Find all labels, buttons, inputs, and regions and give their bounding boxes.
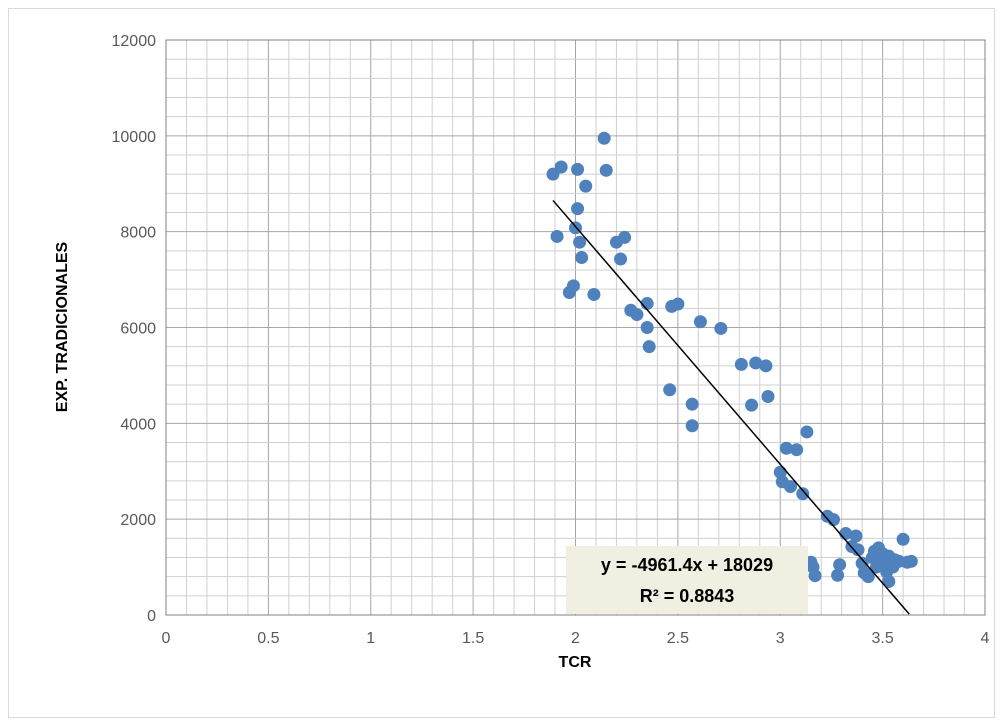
x-tick-label: 2 bbox=[571, 630, 580, 647]
data-point bbox=[685, 419, 699, 433]
data-point bbox=[571, 202, 585, 216]
data-point bbox=[587, 287, 601, 301]
data-point bbox=[800, 425, 814, 439]
x-tick-label: 3 bbox=[776, 630, 785, 647]
data-point bbox=[573, 235, 587, 249]
data-point bbox=[571, 162, 585, 176]
trendline-equation: y = -4961.4x + 18029 bbox=[601, 555, 773, 575]
data-point bbox=[749, 356, 763, 370]
data-point bbox=[904, 554, 918, 568]
data-point bbox=[808, 569, 822, 583]
y-tick-label: 12000 bbox=[112, 33, 157, 50]
data-point bbox=[783, 480, 797, 494]
data-point bbox=[761, 390, 775, 403]
data-point bbox=[745, 398, 759, 412]
x-tick-label: 1.5 bbox=[462, 630, 484, 647]
plot-area-border bbox=[165, 39, 986, 616]
y-tick-label: 10000 bbox=[112, 129, 157, 146]
data-point bbox=[851, 543, 865, 557]
data-point bbox=[831, 568, 845, 582]
data-point bbox=[693, 315, 707, 329]
data-points bbox=[546, 131, 918, 588]
data-point bbox=[597, 131, 611, 145]
x-tick-label: 0 bbox=[162, 630, 171, 647]
data-point bbox=[618, 230, 632, 244]
data-point bbox=[869, 560, 883, 574]
data-point bbox=[554, 160, 568, 174]
data-point bbox=[861, 570, 875, 584]
trendline bbox=[552, 199, 910, 615]
trendline-r-squared: R² = 0.8843 bbox=[640, 586, 735, 606]
data-point bbox=[779, 441, 793, 455]
data-point bbox=[575, 251, 589, 265]
x-tick-label: 4 bbox=[981, 630, 990, 647]
data-point bbox=[826, 513, 840, 527]
data-point bbox=[550, 229, 564, 243]
data-point bbox=[714, 321, 728, 335]
x-tick-label: 1 bbox=[366, 630, 375, 647]
trendline-label: y = -4961.4x + 18029 R² = 0.8843 bbox=[566, 546, 808, 614]
data-point bbox=[630, 308, 644, 322]
data-point bbox=[884, 556, 898, 570]
y-tick-label: 2000 bbox=[120, 512, 156, 529]
data-point bbox=[671, 297, 685, 311]
data-point bbox=[882, 574, 896, 588]
y-tick-label: 8000 bbox=[120, 225, 156, 242]
y-tick-label: 6000 bbox=[120, 321, 156, 338]
data-point bbox=[614, 252, 628, 266]
data-point bbox=[796, 487, 810, 501]
data-point bbox=[642, 340, 656, 354]
data-point bbox=[833, 558, 847, 572]
tick-labels: 0 0.5 1 1.5 2 2.5 3 3.5 4 0 2000 4000 6000 8000 10000 1… bbox=[112, 33, 990, 647]
chart-frame bbox=[8, 8, 995, 718]
trendline-label-box bbox=[566, 546, 808, 614]
data-point bbox=[759, 359, 773, 373]
x-tick-label: 0.5 bbox=[257, 630, 279, 647]
x-tick-label: 2.5 bbox=[667, 630, 689, 647]
data-point bbox=[599, 163, 613, 177]
data-point bbox=[663, 383, 677, 397]
y-tick-label: 0 bbox=[147, 608, 156, 625]
gridlines bbox=[165, 39, 986, 616]
data-point bbox=[790, 443, 804, 457]
data-point bbox=[685, 397, 699, 411]
y-tick-label: 4000 bbox=[120, 416, 156, 433]
data-point bbox=[896, 532, 910, 546]
y-axis-title: EXP. TRADICIONALES bbox=[54, 241, 71, 412]
x-axis-title: TCR bbox=[559, 654, 592, 671]
data-point bbox=[579, 179, 593, 193]
data-point bbox=[849, 529, 863, 543]
data-point bbox=[734, 357, 748, 371]
x-tick-label: 3.5 bbox=[872, 630, 894, 647]
data-point bbox=[566, 279, 580, 293]
data-point bbox=[640, 321, 654, 334]
